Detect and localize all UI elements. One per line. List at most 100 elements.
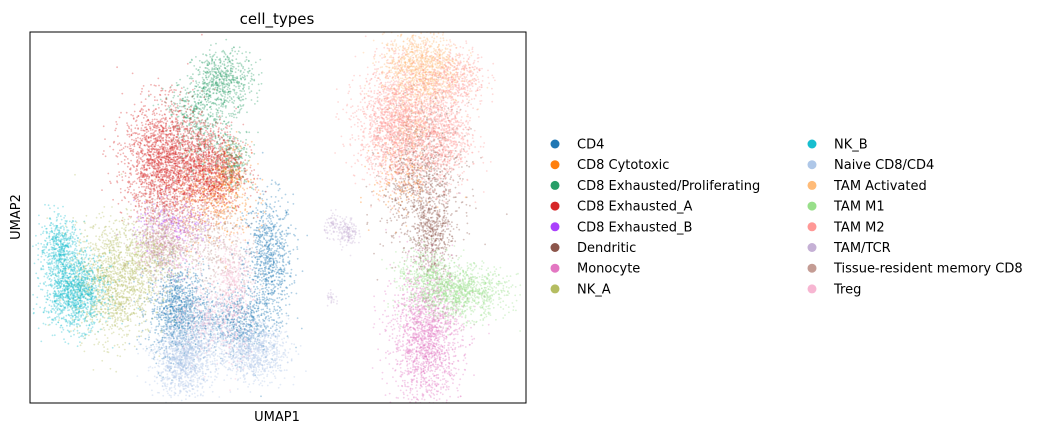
point — [215, 67, 217, 69]
point — [248, 88, 250, 90]
point — [245, 142, 247, 144]
point — [197, 96, 199, 98]
point — [226, 234, 228, 236]
point — [268, 266, 270, 268]
point — [229, 83, 231, 85]
point — [231, 48, 233, 50]
point — [152, 283, 154, 285]
point — [207, 71, 209, 73]
point — [279, 236, 281, 238]
point — [261, 268, 263, 270]
point — [241, 73, 243, 75]
point — [170, 300, 172, 302]
point — [186, 292, 188, 294]
point — [257, 276, 259, 278]
point — [251, 260, 253, 262]
point — [243, 181, 245, 183]
point — [219, 88, 221, 90]
point — [148, 339, 150, 341]
point — [264, 311, 266, 313]
point — [406, 225, 408, 227]
point — [274, 252, 276, 254]
point — [219, 67, 221, 69]
point — [193, 98, 195, 100]
point — [237, 112, 239, 114]
point — [203, 264, 205, 266]
point — [182, 281, 184, 283]
point — [203, 90, 205, 92]
point — [210, 211, 212, 213]
point — [208, 101, 210, 103]
point — [215, 349, 217, 351]
point — [227, 59, 229, 61]
point — [187, 75, 189, 77]
point — [246, 214, 248, 216]
point — [244, 75, 246, 77]
point — [270, 220, 272, 222]
point — [268, 230, 270, 232]
point — [261, 294, 263, 296]
point — [207, 289, 209, 291]
point — [246, 75, 248, 77]
point — [240, 219, 242, 221]
point — [163, 308, 165, 310]
point — [168, 300, 170, 302]
point — [276, 261, 278, 263]
point — [273, 288, 275, 290]
point — [146, 348, 148, 350]
point — [259, 90, 261, 92]
point — [154, 308, 156, 310]
point — [295, 274, 297, 276]
point — [249, 156, 251, 158]
point — [267, 246, 269, 248]
point — [256, 295, 258, 297]
point — [251, 78, 253, 80]
point — [267, 215, 269, 217]
point — [259, 299, 261, 301]
point — [267, 251, 269, 253]
point — [188, 138, 190, 140]
point — [270, 239, 272, 241]
point — [246, 162, 248, 164]
point — [268, 277, 270, 279]
point — [277, 248, 279, 250]
point — [235, 143, 237, 145]
point — [182, 292, 184, 294]
point — [250, 165, 252, 167]
point — [246, 293, 248, 295]
point — [244, 78, 246, 80]
point — [257, 259, 259, 261]
point — [295, 228, 297, 230]
point — [255, 239, 257, 241]
point — [275, 226, 277, 228]
point — [210, 108, 212, 110]
point — [138, 157, 140, 159]
point — [199, 299, 201, 301]
point — [266, 199, 268, 201]
point — [253, 286, 255, 288]
point — [186, 270, 188, 272]
point — [261, 277, 263, 279]
point — [227, 122, 229, 124]
point — [276, 267, 278, 269]
point — [259, 234, 261, 236]
point — [117, 152, 119, 154]
point — [152, 296, 154, 298]
point — [139, 323, 141, 325]
point — [179, 102, 181, 104]
point — [183, 86, 185, 88]
point — [210, 101, 212, 103]
point — [253, 153, 255, 155]
point — [211, 58, 213, 60]
point — [237, 151, 239, 153]
point — [168, 125, 170, 127]
point — [275, 258, 277, 260]
point — [262, 291, 264, 293]
point — [285, 230, 287, 232]
point — [255, 207, 257, 209]
point — [247, 242, 249, 244]
point — [269, 298, 271, 300]
point — [220, 99, 222, 101]
point — [286, 293, 288, 295]
